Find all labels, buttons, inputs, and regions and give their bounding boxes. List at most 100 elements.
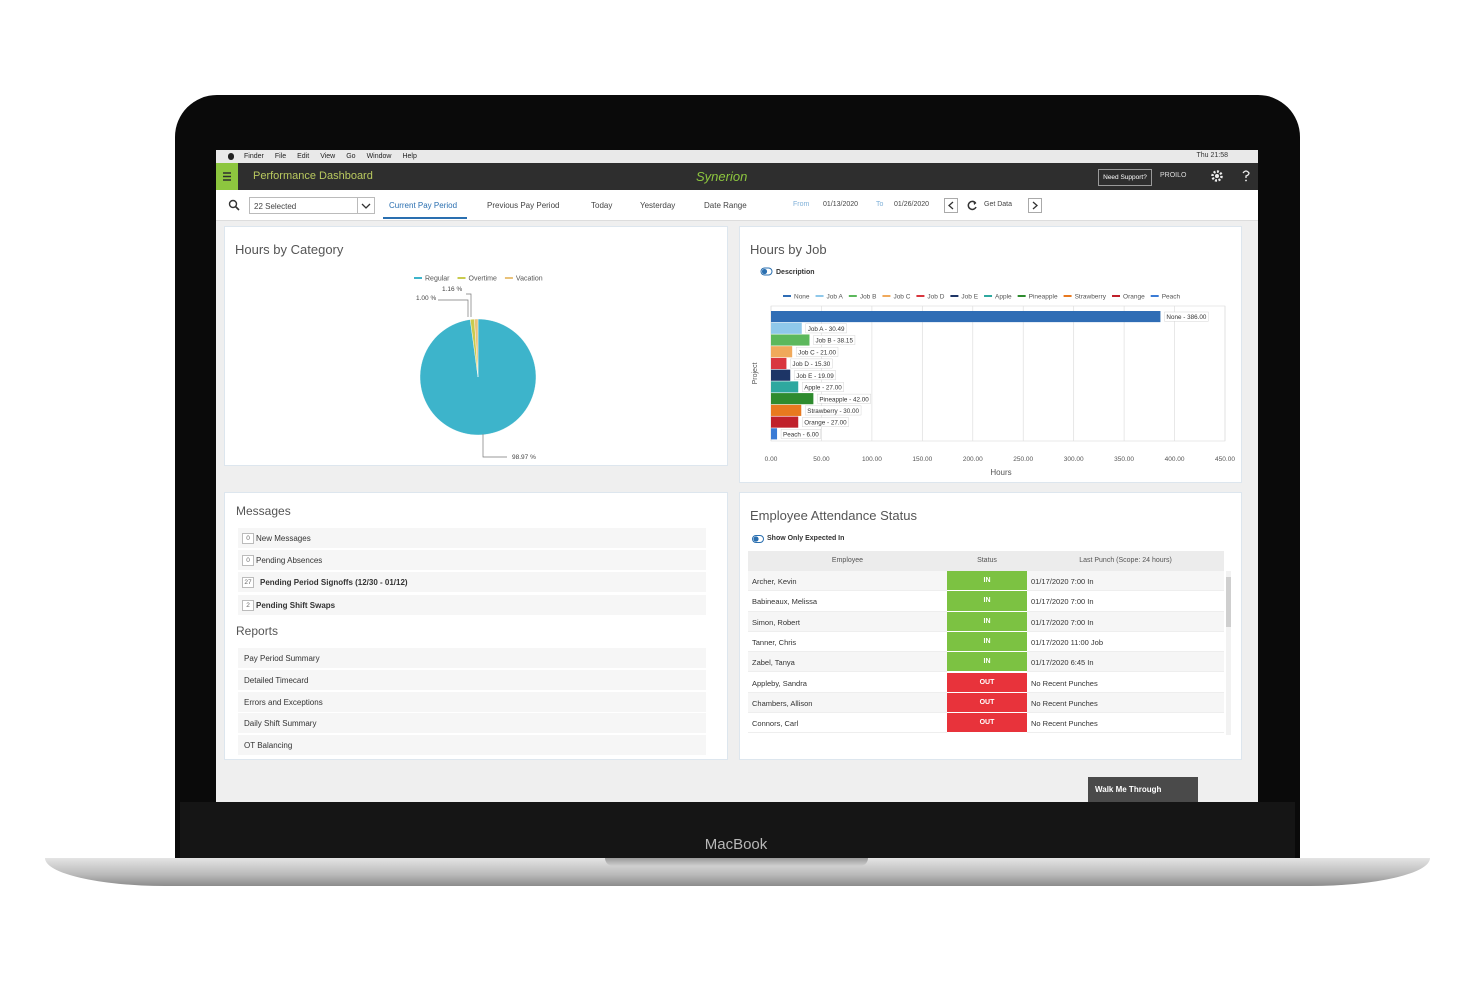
menu-button[interactable] — [216, 163, 238, 190]
column-header[interactable]: Employee — [831, 557, 864, 564]
data-label-background — [802, 417, 849, 427]
message-row[interactable]: 0 Pending Absences — [238, 550, 706, 570]
status-cell — [947, 571, 1027, 592]
message-row[interactable]: 0 New Messages — [238, 528, 706, 548]
hours-by-category-panel: Hours by Category Regular Overtime Vacatio… — [224, 226, 728, 466]
get-data-button[interactable]: Get Data — [984, 201, 1013, 208]
column-header[interactable]: Status — [977, 557, 997, 564]
last-punch: No Recent Punches — [1031, 698, 1098, 708]
legend-label: Job B — [860, 294, 877, 301]
menu-item[interactable]: File — [274, 153, 287, 160]
data-label: 1.16 % — [442, 286, 462, 293]
column-header[interactable]: Last Punch (Scope: 24 hours) — [1079, 557, 1172, 564]
bar — [771, 311, 1161, 323]
settings-icon[interactable] — [1210, 169, 1224, 183]
refresh-icon[interactable] — [967, 200, 978, 211]
toolbar: 22 Selected From 01/13/2020 To 01/26/202… — [216, 190, 1258, 221]
employee-selector[interactable]: 22 Selected — [249, 197, 375, 214]
search-icon[interactable] — [228, 199, 240, 211]
data-label: Job D - 15.30 — [792, 361, 830, 368]
employee-name: Connors, Carl — [752, 719, 799, 729]
menu-item[interactable]: Edit — [297, 153, 310, 160]
pie-slice — [474, 318, 479, 378]
report-row[interactable]: Pay Period Summary — [238, 648, 706, 668]
data-label: Peach - 6.00 — [783, 431, 819, 438]
bar — [771, 334, 810, 346]
legend-label: Job A — [827, 294, 844, 301]
bar — [771, 416, 799, 428]
report-row[interactable]: Daily Shift Summary — [238, 713, 706, 733]
data-label-background — [790, 358, 833, 369]
x-tick-label: 300.00 — [1064, 456, 1084, 463]
support-button[interactable]: Need Support? — [1098, 169, 1152, 186]
panel-title: Hours by Job — [750, 242, 827, 257]
from-label: From — [793, 201, 810, 208]
period-tab[interactable]: Current Pay Period — [389, 201, 458, 210]
period-tab[interactable]: Date Range — [704, 201, 747, 210]
message-row[interactable]: 27 Pending Period Signoffs (12/30 - 01/12… — [238, 572, 706, 592]
x-tick-label: 0.00 — [765, 456, 778, 463]
leader-line — [482, 434, 507, 458]
to-date[interactable]: 01/26/2020 — [894, 201, 930, 208]
data-label: 98.97 % — [512, 454, 536, 461]
status-label: IN — [983, 658, 991, 666]
data-label: Job B - 38.15 — [815, 338, 853, 345]
menu-item[interactable]: Help — [402, 153, 417, 160]
data-label-background — [802, 382, 844, 392]
leader-line — [438, 299, 469, 317]
status-label: OUT — [979, 719, 995, 727]
report-label: Pay Period Summary — [244, 654, 320, 663]
next-button[interactable] — [1028, 198, 1042, 213]
status-label: OUT — [979, 678, 995, 686]
message-count: 0 — [242, 555, 254, 566]
status-label: IN — [983, 597, 991, 605]
report-row[interactable]: OT Balancing — [238, 735, 706, 755]
x-tick-label: 400.00 — [1165, 456, 1185, 463]
toggle-switch[interactable] — [752, 535, 764, 543]
last-punch: No Recent Punches — [1031, 678, 1098, 688]
period-tab[interactable]: Yesterday — [640, 201, 676, 210]
dropdown-button[interactable] — [357, 198, 374, 213]
employee-name: Zabel, Tanya — [752, 658, 795, 668]
employee-name: Chambers, Allison — [752, 698, 813, 708]
laptop-label: MacBook — [704, 836, 768, 853]
selector-text: 22 Selected — [254, 202, 297, 211]
walk-me-through-button[interactable]: Walk Me Through — [1088, 777, 1198, 802]
message-row[interactable]: 2 Pending Shift Swaps — [238, 595, 706, 615]
menu-item[interactable]: Go — [346, 153, 356, 160]
legend-title: Description — [776, 269, 815, 276]
status-label: IN — [983, 637, 991, 645]
menu-item[interactable]: View — [320, 153, 336, 160]
menu-clock: Thu 21:58 — [1196, 152, 1228, 159]
data-label: Job A - 30.49 — [808, 326, 845, 333]
message-label: Pending Period Signoffs (12/30 - 01/12) — [260, 578, 408, 587]
employee-name: Simon, Robert — [752, 617, 800, 627]
period-tab[interactable]: Today — [591, 201, 613, 210]
data-label: Strawberry - 30.00 — [807, 408, 859, 415]
legend-label: Strawberry — [1075, 294, 1107, 301]
report-row[interactable]: Errors and Exceptions — [238, 692, 706, 712]
data-label: Job E - 19.09 — [796, 373, 834, 380]
legend-label: Job C — [893, 294, 910, 301]
bar — [771, 369, 791, 381]
previous-button[interactable] — [944, 198, 958, 213]
menu-item[interactable]: Finder — [244, 153, 264, 160]
scrollbar-thumb[interactable] — [1226, 577, 1231, 627]
screen: Finder File Edit View Go Window Help Thu 21:58… — [216, 150, 1258, 802]
help-icon[interactable] — [1240, 169, 1252, 183]
x-tick-label: 200.00 — [963, 456, 983, 463]
page-title: Performance Dashboard — [253, 170, 373, 182]
from-date[interactable]: 01/13/2020 — [823, 201, 859, 208]
data-label: Pineapple - 42.00 — [819, 396, 869, 403]
legend-label: None — [794, 294, 810, 301]
x-tick-label: 250.00 — [1013, 456, 1033, 463]
period-tab[interactable]: Previous Pay Period — [487, 201, 560, 210]
status-cell — [947, 591, 1027, 612]
x-tick-label: 100.00 — [862, 456, 882, 463]
menu-item[interactable]: Window — [366, 153, 392, 160]
message-label: Pending Absences — [256, 556, 323, 565]
user-name[interactable]: PROILO — [1160, 172, 1187, 179]
report-row[interactable]: Detailed Timecard — [238, 670, 706, 690]
brand-logo: Synerion — [696, 169, 748, 184]
last-punch: 01/17/2020 7:00 In — [1031, 597, 1094, 607]
